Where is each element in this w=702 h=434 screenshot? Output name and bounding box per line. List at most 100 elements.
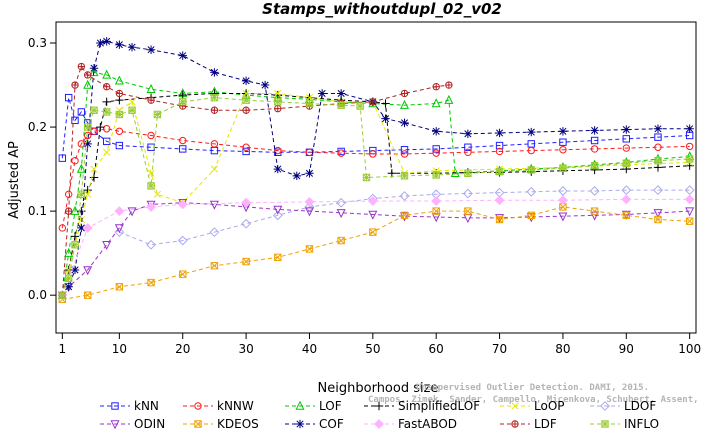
data-point-simplifiedlof (70, 232, 80, 241)
data-point-ldof (146, 239, 156, 250)
data-point-knnw (432, 149, 440, 157)
legend-item-lof: LOF (285, 399, 342, 413)
series-line-fastabod (61, 198, 690, 296)
legend-label: SimplifiedLOF (398, 399, 480, 413)
data-point-ldf (274, 104, 282, 113)
data-point-knn (64, 93, 73, 102)
legend-item-ldof: LDOF (590, 399, 656, 413)
data-point-loop (242, 89, 250, 97)
x-tick-label: 40 (302, 342, 317, 356)
data-point-kdeos (242, 257, 250, 266)
legend-marker (111, 402, 119, 410)
axes: 1 10 20 30 40 50 60 70 80 90 100 0.0 0.1 0.2 0.3 (28, 21, 701, 356)
data-point-inflo (242, 96, 250, 104)
data-point-knnw (83, 131, 92, 140)
data-point-inflo (495, 167, 504, 176)
data-point-inflo (102, 108, 111, 116)
legend-label: COF (319, 417, 344, 431)
data-point-kdeos (179, 270, 187, 278)
series-ldof (114, 185, 695, 250)
series-simplifiedlof (58, 89, 694, 300)
data-point-loop (84, 190, 92, 198)
data-point-odin (114, 224, 124, 234)
data-point-knn (71, 116, 79, 125)
legend-marker (295, 419, 305, 429)
data-point-odin (336, 209, 346, 219)
data-point-simplifiedlof (102, 97, 111, 107)
legend-marker (600, 401, 610, 411)
data-point-inflo (356, 102, 364, 110)
data-point-ldf (77, 62, 86, 71)
data-point-cof (685, 124, 694, 133)
data-point-cof (146, 45, 156, 54)
x-tick-label: 50 (365, 342, 380, 356)
legend-marker (601, 420, 609, 428)
data-point-simplifiedlof (89, 173, 99, 182)
legend-marker (374, 419, 384, 429)
data-point-knnw (400, 150, 409, 158)
data-point-inflo (115, 110, 124, 119)
y-tick-label: 0.2 (28, 120, 47, 134)
x-tick-label: 90 (619, 342, 634, 356)
data-point-knnw (274, 146, 282, 155)
data-point-lof (431, 98, 441, 108)
legend-label: kNN (134, 399, 159, 413)
y-tick-label: 0.1 (28, 204, 47, 218)
legend: kNN kNNW LOF SimplifiedLOF LoOP LDOF ODIN KDEOS… (100, 399, 659, 431)
series-line-loop (61, 92, 690, 296)
data-point-inflo (153, 110, 162, 119)
data-point-fastabod (367, 196, 378, 206)
y-tick-label: 0.0 (28, 288, 47, 302)
data-point-cof (431, 127, 441, 136)
legend-label: ODIN (134, 417, 165, 431)
legend-label: kNNW (217, 399, 254, 413)
data-point-loop (103, 148, 111, 156)
data-point-fastabod (558, 195, 568, 206)
data-point-knn (58, 154, 67, 162)
data-point-knn (400, 146, 409, 154)
data-point-lof (64, 247, 74, 257)
data-point-cof (127, 43, 137, 52)
data-point-knnw (527, 146, 535, 155)
data-point-ldf (83, 71, 92, 79)
series-layer (57, 37, 695, 304)
data-point-loop (77, 215, 85, 224)
data-point-kdeos (622, 211, 630, 220)
data-point-inflo (654, 156, 662, 165)
data-point-cof (622, 125, 631, 134)
data-point-loop (153, 190, 161, 198)
data-point-knn (495, 141, 504, 150)
data-point-kdeos (590, 207, 599, 215)
data-point-cof (273, 164, 282, 174)
x-tick-label: 80 (555, 342, 570, 356)
data-point-knn (115, 141, 124, 150)
data-point-odin (83, 266, 93, 276)
data-point-knn (559, 138, 567, 146)
series-cof (58, 37, 694, 300)
data-point-knnw (464, 148, 472, 156)
data-point-simplifiedlof (77, 206, 86, 216)
legend-marker (374, 401, 384, 411)
legend-label: KDEOS (217, 417, 259, 431)
data-point-knn (432, 145, 440, 153)
data-point-inflo (590, 162, 599, 170)
data-point-inflo (685, 155, 694, 163)
data-point-inflo (71, 241, 79, 249)
data-point-knnw (590, 145, 599, 153)
data-point-ldf (400, 89, 409, 98)
legend-marker (110, 420, 120, 430)
data-point-cof (400, 118, 409, 128)
x-tick-label: 30 (238, 342, 253, 356)
plot-frame (55, 21, 697, 334)
data-point-inflo (77, 190, 86, 199)
data-point-ldf (71, 81, 79, 89)
data-point-knnw (64, 190, 73, 199)
data-point-cof (96, 38, 105, 48)
data-point-ldof (399, 191, 410, 201)
data-point-odin (653, 209, 663, 219)
data-point-ldof (558, 186, 568, 196)
data-point-kdeos (464, 207, 472, 215)
data-point-odin (368, 210, 378, 220)
data-point-simplifiedlof (381, 99, 390, 108)
data-point-odin (304, 207, 314, 217)
